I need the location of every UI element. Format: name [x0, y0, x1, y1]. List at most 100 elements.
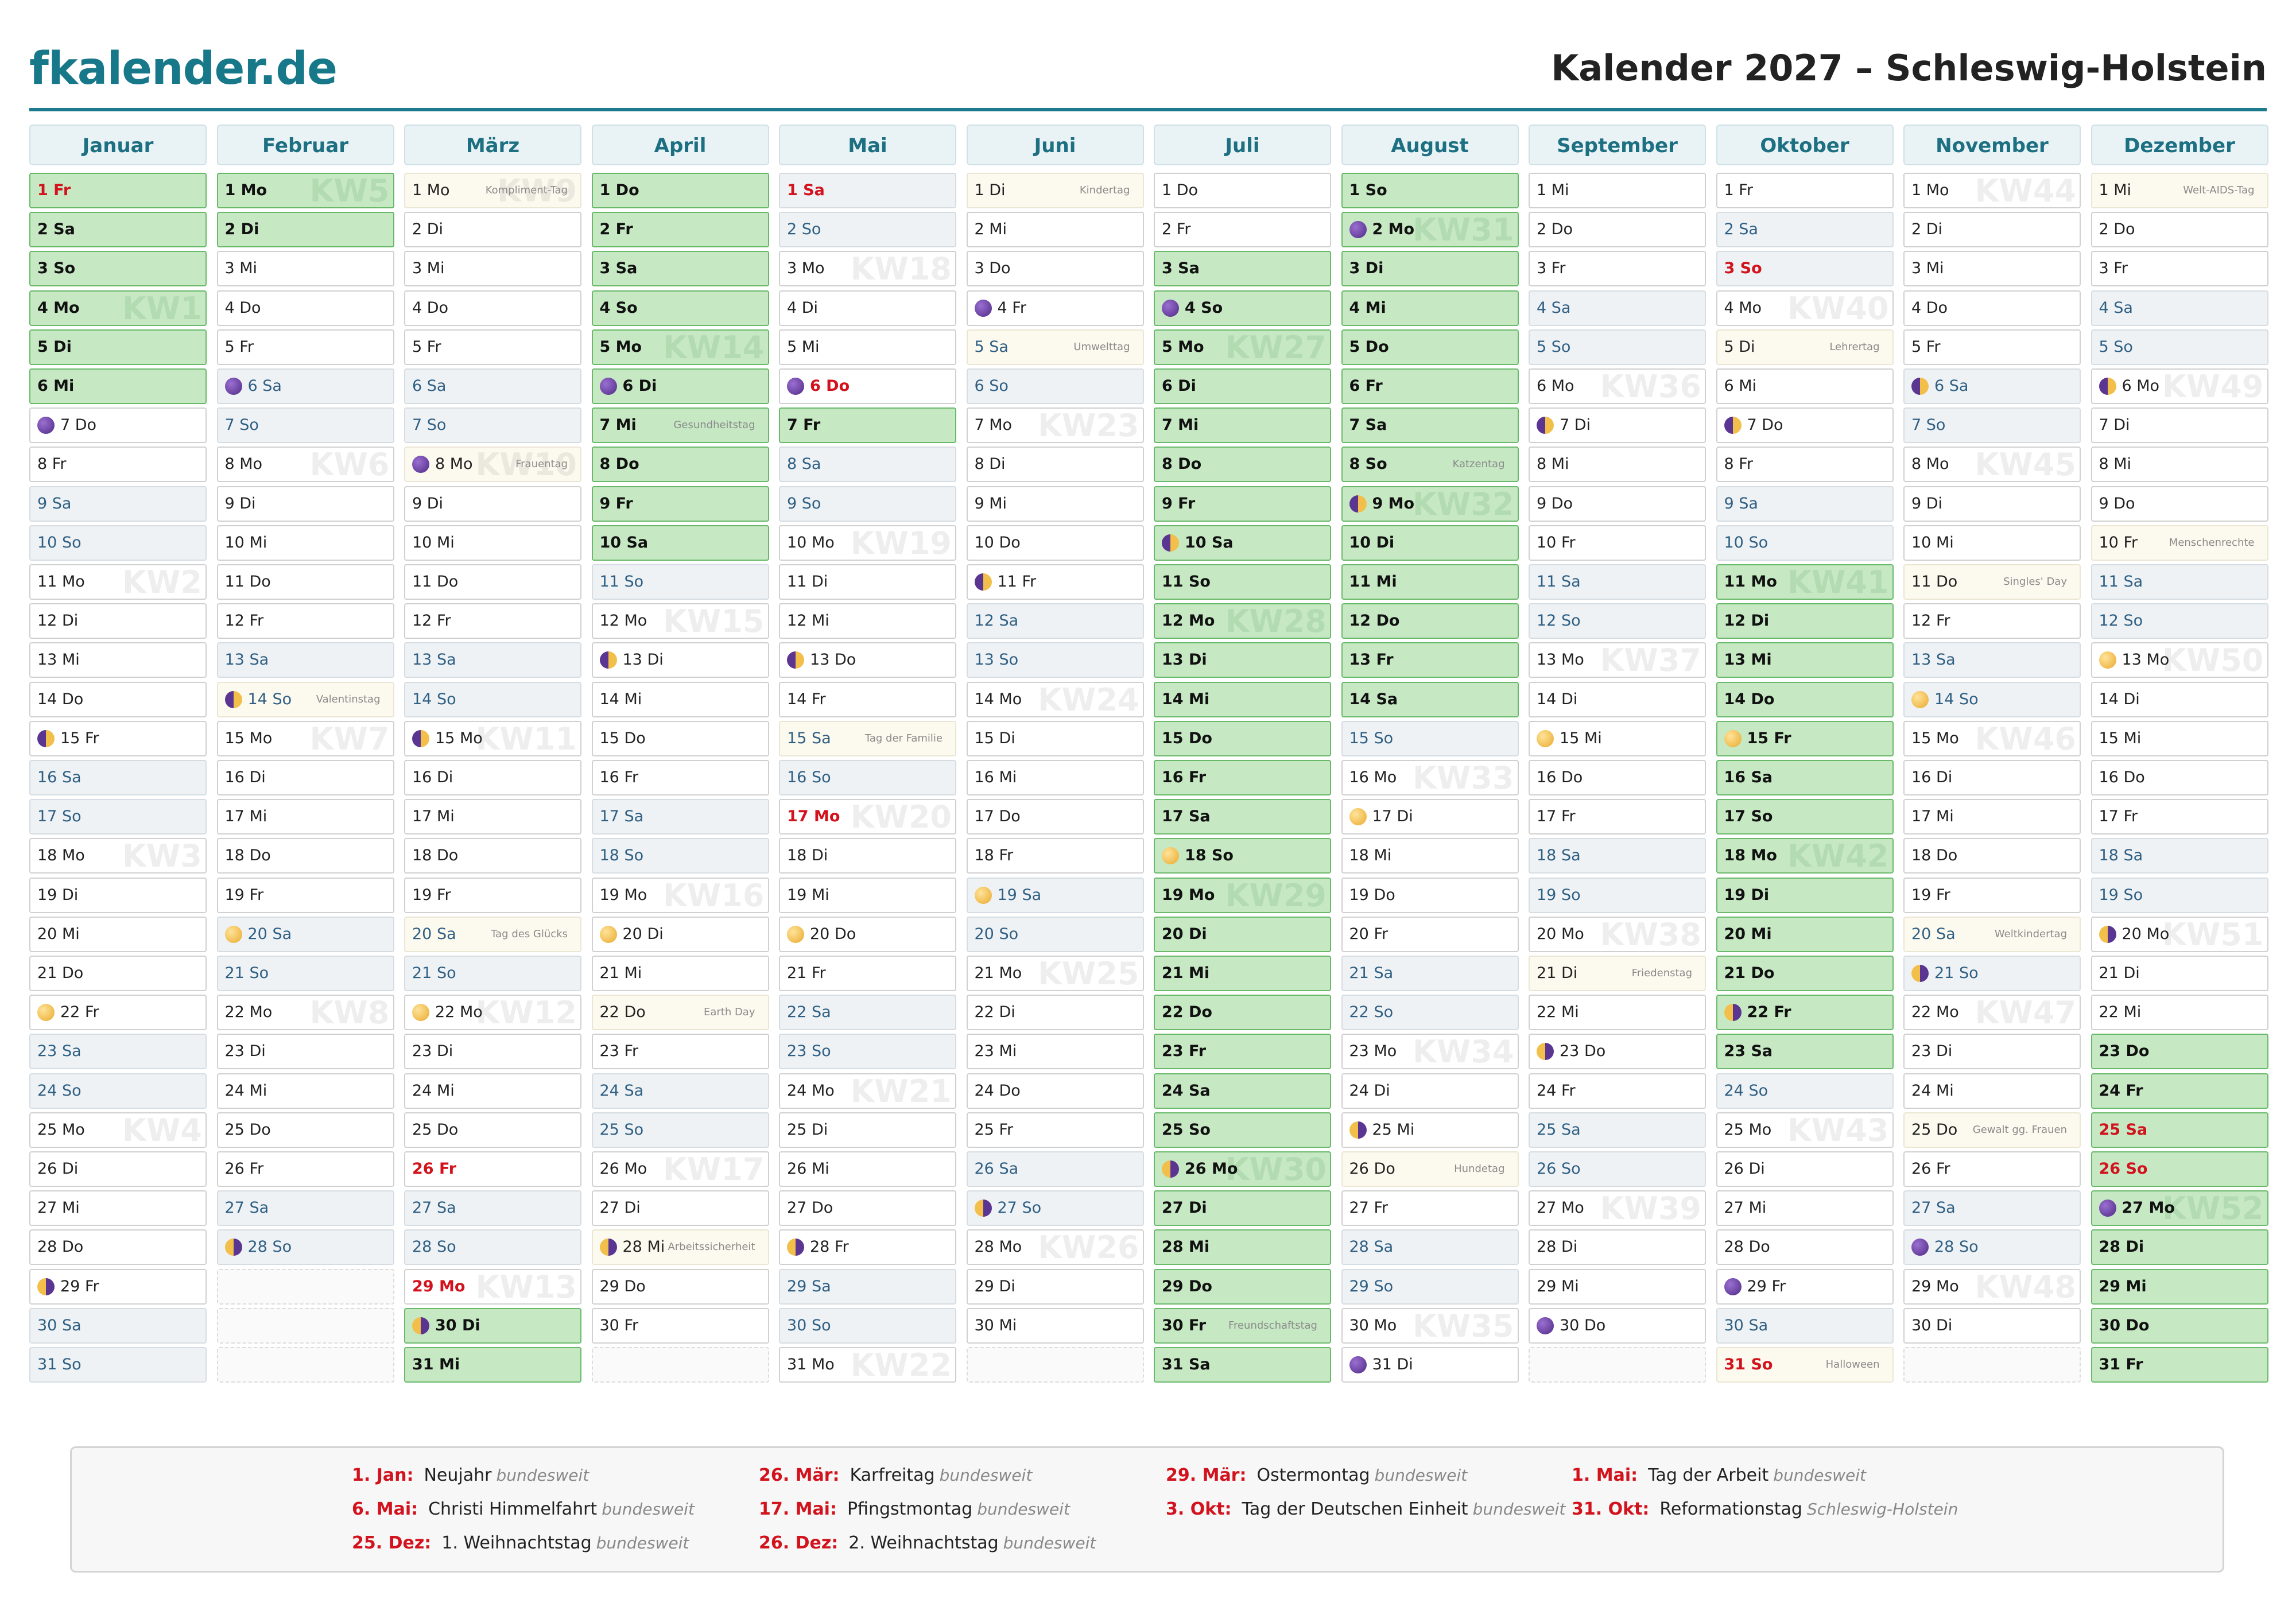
day-cell: 14 So	[404, 681, 581, 717]
day-cell: 2 Fr	[591, 212, 769, 248]
month-header: Oktober	[1716, 125, 1894, 165]
day-cell: 30 Fr	[591, 1307, 769, 1344]
day-cell: 15 Mi	[1529, 720, 1706, 756]
day-cell: 22 Di	[966, 995, 1144, 1031]
day-cell: 4 Sa	[2091, 290, 2268, 326]
day-cell: 15 Fr	[29, 720, 207, 756]
day-label: 4 Sa	[2099, 298, 2133, 317]
week-number: KW41	[1787, 564, 1889, 600]
day-cell: 15 Do	[591, 720, 769, 756]
day-label: 8 Do	[1162, 455, 1202, 473]
day-cell: 8 Mi	[2091, 447, 2268, 483]
day-label: 10 Fr	[2099, 533, 2138, 552]
holiday-entry: 29. Mär: Ostermontag bundesweit	[1166, 1465, 1467, 1485]
day-cell: 4 Sa	[1529, 290, 1706, 326]
day-label: 27 Di	[599, 1199, 641, 1217]
day-cell: 19 Sa	[966, 877, 1144, 913]
day-cell: 2 Sa	[1716, 212, 1894, 248]
day-cell: 28 Di	[2091, 1229, 2268, 1266]
week-number: KW35	[1412, 1307, 1514, 1344]
day-cell: 27 Di	[591, 1190, 769, 1226]
day-cell: 30 Mi	[966, 1307, 1144, 1344]
holiday-scope: bundesweit	[1003, 1534, 1096, 1552]
day-cell: 27 Sa	[216, 1190, 394, 1226]
week-number: KW45	[1975, 447, 2076, 483]
day-label: 12 Di	[1724, 612, 1770, 630]
day-cell: 23 Do	[1529, 1034, 1706, 1070]
day-label: 15 So	[1349, 729, 1394, 747]
day-label: 27 Di	[1162, 1199, 1207, 1217]
day-label: 4 Mi	[1349, 298, 1386, 317]
day-cell: 7 Do	[1716, 407, 1894, 444]
holiday-name: Pfingstmontag	[847, 1499, 973, 1519]
day-label: 31 Sa	[1162, 1356, 1211, 1373]
day-cell: 14 So	[1903, 681, 2081, 717]
week-number: KW14	[662, 329, 765, 365]
day-note: Singles' Day	[2003, 576, 2067, 588]
day-label: 31 Fr	[2099, 1356, 2143, 1373]
day-cell: 12 Di	[1716, 603, 1894, 639]
day-cell: 28 Fr	[779, 1229, 956, 1266]
day-cell: 16 Fr	[591, 760, 769, 795]
day-label: 23 So	[787, 1042, 831, 1061]
day-cell: 9 Fr	[1154, 486, 1331, 522]
day-cell: 18 Fr	[966, 838, 1144, 874]
day-cell: 22 Do Earth Day	[591, 995, 769, 1031]
day-cell: 17 Do	[966, 799, 1144, 835]
day-label: 12 Mo	[1162, 612, 1215, 630]
day-cell: 16 Di	[404, 760, 581, 795]
day-label: 19 Di	[1724, 886, 1770, 904]
day-cell: 18 Do	[216, 838, 394, 874]
day-label: 18 Di	[787, 847, 828, 865]
day-label: 25 So	[599, 1120, 644, 1139]
day-cell: 27 So	[966, 1190, 1144, 1226]
day-label: 18 So	[599, 847, 644, 865]
day-label: 9 Fr	[599, 494, 633, 513]
day-cell: 27 Mi	[1716, 1190, 1894, 1226]
week-number: KW29	[1225, 877, 1327, 913]
day-cell: 19 Di	[29, 877, 207, 913]
day-cell: 1 Sa	[779, 173, 956, 208]
day-label: 25 Di	[787, 1120, 828, 1139]
holiday-scope: bundesweit	[496, 1466, 589, 1485]
day-cell: 16 So	[779, 760, 956, 795]
week-number: KW24	[1037, 681, 1139, 717]
day-note: Gesundheitstag	[673, 419, 755, 432]
day-label: 7 Do	[1747, 416, 1783, 434]
holiday-scope: bundesweit	[602, 1500, 695, 1519]
week-number: KW40	[1787, 290, 1889, 326]
day-cell: 2 Mi	[966, 212, 1144, 248]
day-cell: 24 Mo KW21	[779, 1073, 956, 1109]
day-cell: 10 Sa	[591, 525, 769, 561]
day-cell: 15 Mo KW46	[1903, 720, 2081, 756]
day-label: 21 So	[412, 964, 456, 982]
week-number: KW48	[1975, 1268, 2076, 1305]
day-label: 15 Do	[1162, 729, 1212, 747]
day-label: 5 Sa	[974, 337, 1009, 356]
day-cell: 14 Mo KW24	[966, 681, 1144, 717]
day-cell: 8 Mo KW10 Frauentag	[404, 447, 581, 483]
day-cell: 23 Sa	[29, 1034, 207, 1070]
day-cell: 5 Di Lehrertag	[1716, 329, 1894, 365]
day-label: 7 So	[1911, 416, 1946, 434]
day-label: 7 So	[224, 416, 259, 434]
day-label: 4 Fr	[997, 298, 1026, 317]
day-label: 24 Sa	[1162, 1081, 1211, 1100]
day-label: 1 Mo	[412, 181, 450, 199]
day-label: 20 Sa	[1911, 925, 1956, 943]
day-cell: 13 So	[966, 642, 1144, 678]
day-cell: 10 Di	[1341, 525, 1519, 561]
day-label: 14 Di	[1537, 690, 1578, 708]
day-cell: 7 So	[216, 407, 394, 444]
moon-phase-icon	[412, 1317, 429, 1334]
day-label: 13 So	[974, 651, 1019, 669]
day-label: 23 Fr	[1162, 1042, 1207, 1061]
day-label: 24 Mo	[787, 1081, 835, 1100]
day-note: Arbeitssicherheit	[668, 1241, 755, 1253]
day-cell: 17 Mi	[404, 799, 581, 835]
month-header: Juni	[966, 125, 1144, 165]
empty-cell	[1903, 1347, 2081, 1383]
day-cell: 16 Di	[216, 760, 394, 795]
day-cell: 25 Sa	[1529, 1112, 1706, 1148]
day-label: 23 Sa	[37, 1042, 82, 1061]
